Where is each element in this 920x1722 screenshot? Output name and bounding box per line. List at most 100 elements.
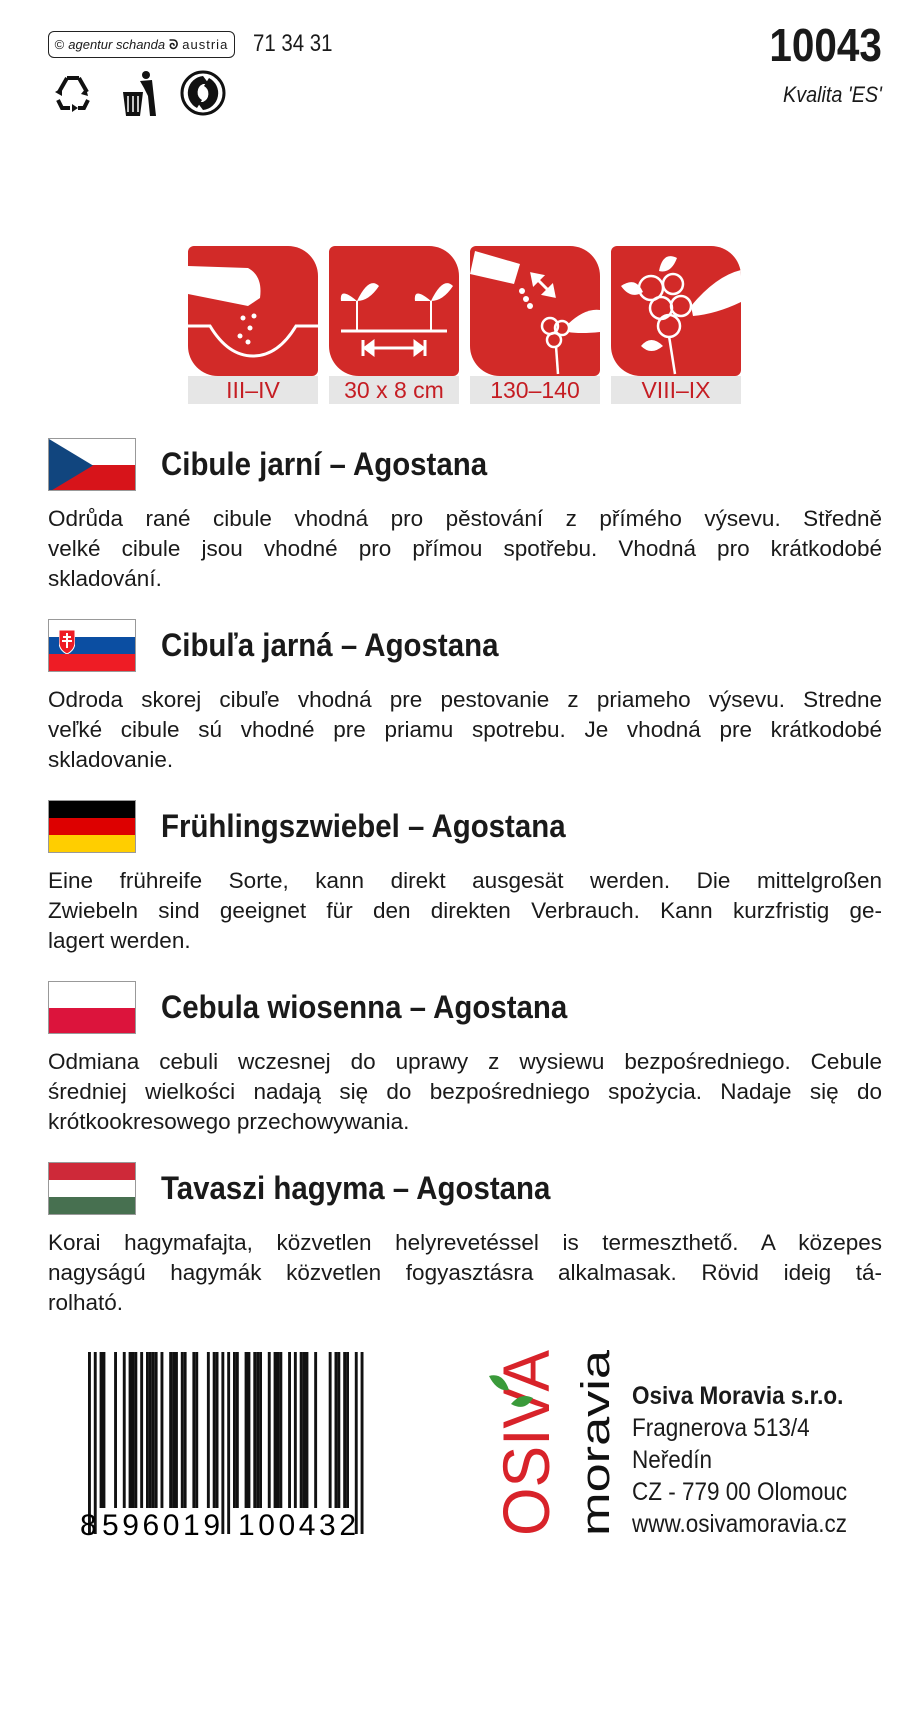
cultivation-icons: III–IV 30 x 8 cm 130–140 VIII–IX	[188, 246, 741, 404]
flag-de-icon	[48, 800, 136, 853]
harvest-hand-icon	[621, 256, 741, 375]
description-line: Zwiebeln sind geeignet für den direkten …	[48, 898, 882, 923]
company-name: Osiva Moravia s.r.o.	[632, 1382, 844, 1410]
sowing-hand-icon	[188, 266, 318, 358]
barcode-bar	[244, 1352, 248, 1508]
barcode-bar	[259, 1352, 262, 1508]
description-line: rolható.	[48, 1290, 124, 1315]
barcode-bar	[215, 1352, 219, 1508]
barcode-bars	[88, 1352, 364, 1534]
barcode-bar	[131, 1352, 135, 1508]
agency-badge: © agentur schanda ᘐ austria	[48, 31, 235, 58]
barcode-bar	[227, 1352, 231, 1534]
company-address: Osiva Moravia s.r.o. Fragnerova 513/4 Ne…	[632, 1380, 847, 1540]
barcode-bar	[253, 1352, 257, 1508]
barcode-bar	[221, 1352, 225, 1534]
barcode-bar	[146, 1352, 149, 1508]
description-line: średniej wielkości nadają się do bezpośr…	[48, 1079, 882, 1104]
flag-hu-icon	[48, 1162, 136, 1215]
flag-sk-icon	[48, 619, 136, 672]
agency-logo-icon: ᘐ	[169, 36, 179, 52]
company-district: Neředín	[632, 1446, 713, 1474]
product-number: 10043	[769, 19, 882, 71]
sowing-period: III–IV	[188, 376, 318, 404]
barcode-digit-first: 8	[80, 1509, 97, 1542]
barcode-bar	[140, 1352, 144, 1508]
green-dot-icon	[180, 70, 226, 116]
agency-country: austria	[182, 37, 229, 52]
barcode-bar	[88, 1352, 91, 1534]
section-description: Eine frühreife Sorte, kann direkt ausges…	[48, 866, 882, 956]
barcode-bar	[128, 1352, 132, 1508]
barcode-bar	[299, 1352, 303, 1508]
spacing-seedlings-icon	[340, 283, 453, 357]
barcode-bar	[279, 1352, 283, 1508]
spacing-value: 30 x 8 cm	[329, 376, 459, 404]
barcode-bar	[183, 1352, 187, 1508]
harvest-period: VIII–IX	[611, 376, 741, 404]
section-title: Frühlingszwiebel – Agostana	[161, 808, 566, 844]
barcode-bar	[343, 1352, 347, 1508]
barcode-bar	[151, 1352, 155, 1508]
section-title: Cibule jarní – Agostana	[161, 446, 488, 482]
section-description: Odmiana cebuli wczesnej do uprawy z wysi…	[48, 1047, 882, 1137]
leaf-icon	[489, 1375, 533, 1407]
days-value: 130–140	[470, 376, 600, 404]
barcode-bar	[134, 1352, 138, 1508]
icon-harvest: VIII–IX	[611, 246, 741, 404]
barcode-bar	[354, 1352, 358, 1534]
barcode-bar	[267, 1352, 271, 1508]
barcode-digits-right: 100432	[238, 1509, 356, 1542]
icon-sowing: III–IV	[188, 246, 318, 404]
ean-barcode: 8 596019 100432	[80, 1352, 364, 1542]
section-description: Korai hagymafajta, közvetlen helyrevetés…	[48, 1228, 882, 1318]
barcode-bar	[276, 1352, 280, 1508]
logo-sub: moravia	[574, 1349, 617, 1536]
barcode-bar	[154, 1352, 158, 1508]
barcode-bar	[99, 1352, 103, 1508]
icon-spacing: 30 x 8 cm	[329, 246, 459, 404]
quality-label: Kvalita 'ES'	[783, 82, 882, 107]
barcode-bar	[195, 1352, 199, 1508]
barcode-bar	[337, 1352, 341, 1508]
icon-days: 130–140	[470, 246, 600, 404]
description-line: Korai hagymafajta, közvetlen helyrevetés…	[48, 1230, 882, 1255]
section-description: Odrůda rané cibule vhodná pro pěstování …	[48, 504, 882, 594]
barcode-bar	[288, 1352, 291, 1508]
barcode-bar	[114, 1352, 117, 1508]
barcode-bar	[192, 1352, 196, 1508]
barcode-digits-left: 596019	[102, 1509, 220, 1542]
barcode-bar	[122, 1352, 126, 1508]
barcode-bar	[273, 1352, 277, 1508]
barcode-bar	[314, 1352, 318, 1508]
barcode-bar	[175, 1352, 178, 1508]
barcode-bar	[328, 1352, 332, 1508]
description-line: skladování.	[48, 566, 162, 591]
flag-cz-icon	[48, 438, 136, 491]
barcode-bar	[346, 1352, 349, 1508]
barcode-bar	[148, 1352, 152, 1508]
days-to-harvest-icon	[470, 251, 600, 375]
description-line: veľké cibule sú vhodné pre priamu spotre…	[48, 717, 882, 742]
barcode-bar	[302, 1352, 306, 1508]
osiva-moravia-logo: OSIVA moravia	[489, 1349, 617, 1536]
tidyman-icon	[123, 71, 156, 116]
barcode-bar	[180, 1352, 184, 1508]
description-line: nagyságú hagymák közvetlen fogyasztásra …	[48, 1260, 882, 1285]
company-website[interactable]: www.osivamoravia.cz	[632, 1510, 848, 1538]
barcode-bar	[206, 1352, 210, 1508]
section-title: Cibuľa jarná – Agostana	[161, 627, 499, 663]
barcode-bar	[293, 1352, 297, 1508]
description-line: velké cibule jsou vhodné pro přímou spot…	[48, 536, 882, 561]
description-line: Eine frühreife Sorte, kann direkt ausges…	[48, 868, 882, 893]
catalog-code: 71 34 31	[253, 30, 333, 57]
recycle-icon	[55, 76, 90, 112]
agency-name: agentur schanda	[68, 37, 166, 52]
barcode-bar	[256, 1352, 260, 1508]
barcode-bar	[233, 1352, 236, 1508]
barcode-bar	[360, 1352, 364, 1534]
flag-pl-icon	[48, 981, 136, 1034]
company-street: Fragnerova 513/4	[632, 1414, 810, 1442]
section-description: Odroda skorej cibuľe vhodná pre pestovan…	[48, 685, 882, 775]
copyright-symbol: ©	[54, 37, 65, 52]
